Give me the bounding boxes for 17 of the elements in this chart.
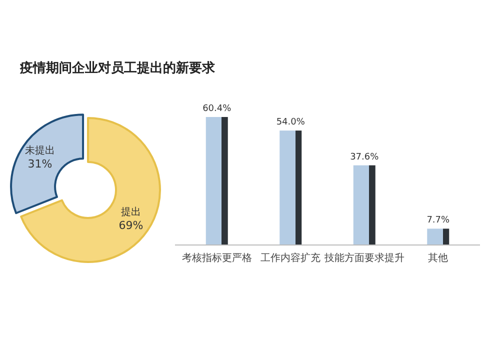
x-tick-label: 其他 bbox=[428, 252, 448, 264]
x-tick-label: 技能方面要求提升 bbox=[323, 252, 404, 264]
bar bbox=[280, 130, 302, 245]
data-label: 60.4% bbox=[202, 104, 232, 114]
x-tick-label: 考核指标更严格 bbox=[182, 252, 252, 264]
bar bbox=[353, 165, 376, 245]
data-label: 37.6% bbox=[350, 152, 380, 162]
data-label: 7.7% bbox=[426, 216, 450, 226]
bar bbox=[427, 228, 450, 245]
chart-title: 疫情期间企业对员工提出的新要求 bbox=[19, 60, 216, 76]
slice-label: 未提出 bbox=[25, 144, 56, 156]
bar bbox=[206, 117, 228, 245]
data-label: 54.0% bbox=[276, 118, 306, 128]
data-label: 31% bbox=[28, 157, 52, 170]
slice-label: 提出 bbox=[121, 206, 142, 218]
data-label: 69% bbox=[118, 219, 144, 232]
x-tick-label: 工作内容扩充 bbox=[260, 252, 321, 264]
